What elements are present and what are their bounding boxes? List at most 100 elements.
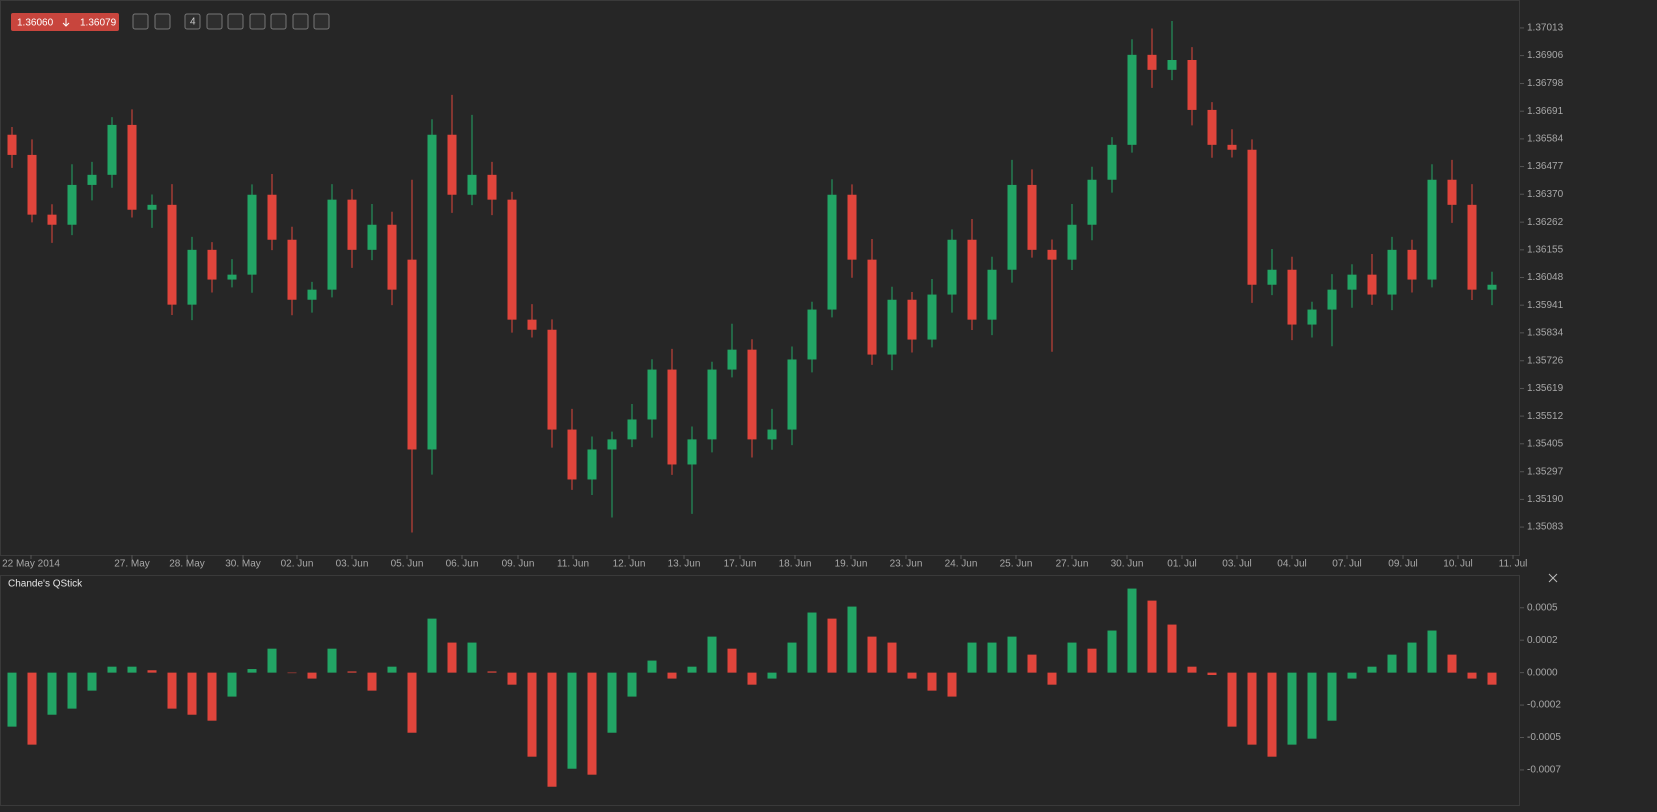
qstick-bar: [1227, 672, 1237, 727]
y-tick-label: 1.36155: [1527, 244, 1564, 255]
y-tick-label: 1.35405: [1527, 438, 1564, 449]
y-tick-label: 1.35619: [1527, 383, 1564, 394]
x-tick-label: 18. Jun: [779, 559, 812, 570]
x-tick-label: 04. Jul: [1277, 559, 1306, 570]
candle-body: [627, 419, 637, 440]
candle-body: [1207, 109, 1217, 145]
qstick-bar: [927, 672, 937, 691]
qstick-bar: [967, 642, 977, 673]
candle-body: [1167, 60, 1177, 70]
bid-price: 1.36060: [17, 18, 54, 29]
qstick-bar: [1207, 672, 1217, 676]
y-tick-label: 1.36906: [1527, 50, 1564, 61]
qstick-bar: [47, 672, 57, 715]
y-tick-label: 1.36370: [1527, 189, 1564, 200]
qstick-bar: [827, 618, 837, 673]
qstick-bar: [1167, 624, 1177, 673]
y-tick-label: 1.35941: [1527, 300, 1564, 311]
y-tick-label: 1.35297: [1527, 466, 1564, 477]
candle-body: [347, 199, 357, 250]
candle-body: [327, 199, 337, 290]
candle-body: [747, 349, 757, 440]
candle-body: [1407, 249, 1417, 280]
qstick-bar: [707, 636, 717, 673]
candle-body: [7, 134, 17, 155]
candle-body: [667, 369, 677, 465]
edit-button[interactable]: [292, 13, 309, 30]
copy-button[interactable]: [270, 13, 287, 30]
qstick-bar: [867, 636, 877, 673]
candle-body: [1047, 249, 1057, 260]
qstick-bar: [1187, 666, 1197, 673]
candle-body: [947, 239, 957, 295]
x-tick-label: 27. May: [114, 559, 150, 570]
candle-body: [307, 289, 317, 300]
x-tick-label: 10. Jul: [1443, 559, 1472, 570]
candle-body: [987, 269, 997, 320]
qstick-bar: [447, 642, 457, 673]
candle-body: [1327, 289, 1337, 310]
close-indicator-button[interactable]: [1548, 573, 1558, 583]
zoom-out-button[interactable]: [132, 13, 149, 30]
y-tick-label: 1.36584: [1527, 134, 1564, 145]
x-tick-label: 12. Jun: [613, 559, 646, 570]
qstick-bar: [1267, 672, 1277, 757]
qstick-bar: [327, 648, 337, 673]
qstick-bar: [1247, 672, 1257, 745]
y-tick-label: 1.37013: [1527, 23, 1564, 34]
indicator-button[interactable]: [249, 13, 266, 30]
x-tick-label: 25. Jun: [1000, 559, 1033, 570]
candle-body: [227, 274, 237, 280]
qstick-bar: [247, 669, 257, 673]
x-tick-label: 28. May: [169, 559, 205, 570]
candle-body: [867, 259, 877, 355]
y-tick-label: 0.0005: [1527, 602, 1558, 613]
candle-body: [107, 124, 117, 175]
qstick-bar: [567, 672, 577, 769]
candle-body: [727, 349, 737, 370]
y-tick-label: 1.35834: [1527, 327, 1564, 338]
qstick-bar: [1107, 630, 1117, 673]
candle-body: [427, 134, 437, 450]
candle-body: [1087, 179, 1097, 225]
price-badge[interactable]: [11, 13, 119, 31]
x-tick-label: 01. Jul: [1167, 559, 1196, 570]
qstick-bar: [7, 672, 17, 727]
y-tick-label: -0.0005: [1527, 732, 1561, 743]
qstick-bar: [1407, 642, 1417, 673]
period-label: 4: [190, 17, 196, 28]
settings-button[interactable]: [227, 13, 244, 30]
qstick-bar: [727, 648, 737, 673]
qstick-bar: [87, 672, 97, 691]
qstick-bar: [1327, 672, 1337, 721]
draw-button[interactable]: [313, 13, 330, 30]
x-tick-label: 03. Jul: [1222, 559, 1251, 570]
qstick-bar: [767, 672, 777, 679]
qstick-bar: [387, 666, 397, 673]
chart-type-button[interactable]: [206, 13, 223, 30]
x-tick-label: 23. Jun: [890, 559, 923, 570]
candle-body: [367, 224, 377, 250]
qstick-bar: [627, 672, 637, 697]
candle-body: [187, 249, 197, 305]
candle-body: [907, 299, 917, 340]
x-tick-label: 30. May: [225, 559, 261, 570]
zoom-in-button[interactable]: [154, 13, 171, 30]
qstick-bar: [1467, 672, 1477, 679]
qstick-bar: [427, 618, 437, 673]
qstick-bar: [587, 672, 597, 775]
candle-body: [127, 124, 137, 210]
qstick-bar: [267, 648, 277, 673]
qstick-bar: [787, 642, 797, 673]
candle-body: [147, 204, 157, 210]
period-button[interactable]: [184, 13, 201, 30]
qstick-bar: [647, 660, 657, 673]
candle-body: [1307, 309, 1317, 325]
candle-body: [1487, 284, 1497, 290]
y-tick-label: 0.0002: [1527, 635, 1558, 646]
x-tick-label: 09. Jul: [1388, 559, 1417, 570]
y-tick-label: 1.35512: [1527, 411, 1564, 422]
y-tick-label: 1.36262: [1527, 217, 1564, 228]
candle-body: [827, 194, 837, 310]
